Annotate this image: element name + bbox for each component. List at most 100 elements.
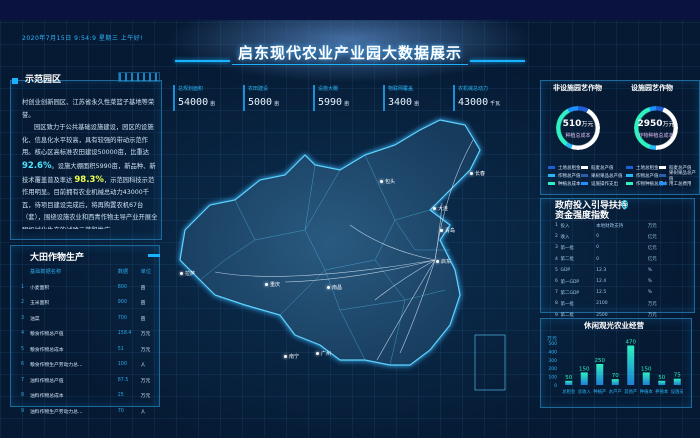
highlight-percent: 98.3% xyxy=(74,174,104,185)
cell-value: 0 xyxy=(596,234,600,240)
cell-unit: 万元 xyxy=(140,394,151,400)
cell-unit: 万元 xyxy=(647,223,657,229)
china-map xyxy=(179,119,506,391)
column-header: 数据 xyxy=(117,269,129,276)
city-label: 广州 xyxy=(321,351,332,357)
donut-subtitle: 作物种植总成本 xyxy=(638,133,674,139)
cell-no: 4 xyxy=(21,331,25,337)
text: ，示范园科技示范作用明显。目前拥有农业机械总动力43000千瓦，待项目建设完成后… xyxy=(22,176,158,229)
map-city[interactable]: 长春 xyxy=(470,170,485,177)
legend-label: 果树果品总产值 xyxy=(668,170,696,182)
stat-unit: 亩 xyxy=(344,101,350,107)
donut-number: 2950 xyxy=(637,119,663,129)
cell-name: 小麦面积 xyxy=(30,285,50,291)
field-crops-title: 大田作物生产 xyxy=(30,253,85,263)
bar-chart: 万元 0 100 200 300 400 500 50 总租金 150 总收入 250 种植产 70 水产产… xyxy=(547,336,684,395)
cell-no: 1 xyxy=(555,223,558,229)
map-city[interactable]: 青岛 xyxy=(440,227,455,234)
highlight-percent: 92.6% xyxy=(22,160,52,171)
map-city[interactable]: 包头 xyxy=(380,178,395,185)
donut-value: 510万元 xyxy=(548,119,608,129)
legend-label: 作物种植总成本 xyxy=(636,181,668,187)
x-tick-label: 种植本 xyxy=(640,388,654,395)
cell-unit: 亿元 xyxy=(647,234,657,240)
legend-item: 土地总租金 xyxy=(548,164,581,172)
city-dot-icon xyxy=(433,207,436,210)
title-line-left xyxy=(175,60,230,62)
cell-unit: 万元 xyxy=(647,301,657,307)
city-label: 拉萨 xyxy=(185,271,196,277)
cell-value: 87.5 xyxy=(117,377,129,383)
leisure-agri-panel xyxy=(540,318,692,408)
stat-unit: 千瓦 xyxy=(490,101,501,107)
cell-name: 投入 xyxy=(560,223,570,229)
cell-value: 800 xyxy=(117,284,127,290)
map-city[interactable]: 南昌 xyxy=(327,284,342,291)
map-city[interactable]: 广州 xyxy=(316,350,331,357)
table-row: 3 第一批 0 亿元 xyxy=(555,242,665,253)
city-dot-icon xyxy=(380,180,383,183)
cell-unit: % xyxy=(647,267,653,273)
text: 园区致力于公共基础设施建设，园区的设施化、信息化水平较高，具有较强的带动示范作用… xyxy=(22,124,154,157)
donut-unit: 万元 xyxy=(581,121,594,128)
donut-number: 510 xyxy=(562,119,582,129)
cell-unit: 亿元 xyxy=(647,257,657,263)
stat-label: 农机械总动力 xyxy=(458,86,489,92)
y-tick-label: 200 xyxy=(548,366,557,372)
paragraph-2: 园区致力于公共基础设施建设，园区的设施化、信息化水平较高，具有较强的带动示范作用… xyxy=(22,122,160,229)
cell-value: 0 xyxy=(596,245,600,251)
gov-table: 1 投入 本地财政支持 万元 2 收入 0 亿元 3 第一批 0 亿元 4 第二批 0 亿元 5 GDP 12.3%… xyxy=(555,220,665,321)
cell-value: 700 xyxy=(117,315,127,321)
stat-unit: 亩 xyxy=(274,101,280,107)
cell-name: 粮食作物总成本 xyxy=(30,347,64,353)
x-tick-label: 总收入 xyxy=(578,388,592,395)
cell-value: 本地财政支持 xyxy=(596,223,624,229)
legend-label: 用工总费用 xyxy=(669,181,692,187)
legend-swatch xyxy=(626,166,633,170)
cell-unit: % xyxy=(647,290,653,296)
legend-swatch xyxy=(581,166,588,170)
table-row: 2 收入 0 亿元 xyxy=(555,231,665,242)
map-city[interactable]: 南宁 xyxy=(284,353,299,360)
cell-no: 2 xyxy=(555,234,558,240)
city-dot-icon xyxy=(180,272,183,275)
cell-name: 油料作物总产值 xyxy=(30,378,64,384)
legend-item: 稻麦总产值 xyxy=(659,164,692,172)
city-dot-icon xyxy=(327,286,330,289)
table-row: 5 粮食作物总成本 51 万元 xyxy=(12,342,158,358)
legend-item: 作物种植总成本 xyxy=(626,180,668,188)
stat-number: 54000 xyxy=(178,97,209,108)
legend-item: 稻麦总产值 xyxy=(581,164,614,172)
map-city[interactable]: 启东 xyxy=(436,258,451,265)
stat-label: 农田建设 xyxy=(248,86,269,92)
map-city[interactable]: 重庆 xyxy=(265,281,280,288)
legend-label: 作物总产值 xyxy=(636,173,659,179)
city-dot-icon xyxy=(265,283,268,286)
table-row: 9 第二批 2500 万元 xyxy=(555,310,665,321)
stat-label: 总规划面积 xyxy=(178,86,204,92)
legend-swatch xyxy=(626,182,633,186)
demo-park-title: 示范园区 xyxy=(25,75,62,85)
map-city[interactable]: 拉萨 xyxy=(180,270,195,277)
cell-value: 70 xyxy=(117,408,124,414)
cell-name: 第二GDP xyxy=(560,290,580,296)
y-tick-label: 400 xyxy=(548,349,557,355)
table-row: 3 油菜 700 亩 xyxy=(12,311,158,327)
paragraph-1: 村创业创新园区、江苏省永久性菜篮子基地等荣誉。 xyxy=(22,99,155,119)
cell-no: 5 xyxy=(21,346,25,352)
y-tick-label: 500 xyxy=(548,341,557,347)
cell-no: 9 xyxy=(555,312,558,318)
legend-swatch xyxy=(548,174,555,178)
legend-label: 种植总成本 xyxy=(558,181,581,187)
cell-no: 9 xyxy=(21,408,25,414)
cell-value: 0 xyxy=(596,256,600,262)
donut-chart xyxy=(634,106,678,150)
map-city[interactable]: 大连 xyxy=(433,205,448,212)
cell-value: 12.5 xyxy=(596,290,607,296)
china-outline xyxy=(179,119,481,366)
city-label: 南昌 xyxy=(332,285,343,291)
donut-title: 设施园艺作物 xyxy=(631,84,673,92)
table-row: 1 小麦面积 800 亩 xyxy=(12,280,158,296)
legend-swatch xyxy=(548,166,555,170)
city-label: 青岛 xyxy=(445,228,456,234)
